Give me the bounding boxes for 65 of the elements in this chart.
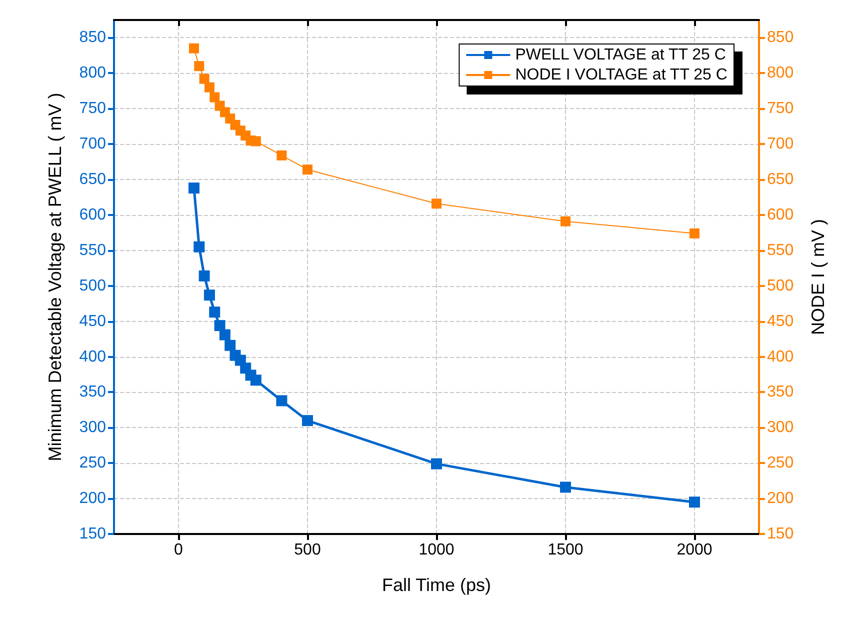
point xyxy=(560,482,571,493)
point xyxy=(302,164,312,175)
legend-label: PWELL VOLTAGE at TT 25 C xyxy=(515,46,726,64)
y2-tick-label: 750 xyxy=(767,100,794,118)
y-tick-label: 850 xyxy=(79,29,106,46)
y2-tick-label: 500 xyxy=(767,277,794,294)
y2-tick-label: 400 xyxy=(767,348,794,366)
point xyxy=(276,395,288,406)
y2-tick-label: 300 xyxy=(767,419,794,436)
y2-tick-label: 250 xyxy=(767,454,794,472)
point xyxy=(432,198,442,209)
y-axis-title: Minimum Detectable Voltage at PWELL ( mV ) xyxy=(45,92,65,462)
y2-tick-label: 350 xyxy=(767,384,794,401)
x-tick-label: 0 xyxy=(174,542,184,558)
y-tick-label: 300 xyxy=(79,419,106,436)
y2-tick-label: 150 xyxy=(767,526,794,542)
y2-tick-label: 700 xyxy=(767,136,794,153)
y-tick-label: 400 xyxy=(79,348,106,366)
point xyxy=(214,320,226,332)
point xyxy=(431,458,442,470)
x-tick-label: 500 xyxy=(294,542,321,558)
point xyxy=(198,270,210,282)
point xyxy=(219,329,230,340)
y-tick-label: 750 xyxy=(79,100,106,118)
point xyxy=(209,306,220,318)
point xyxy=(250,136,261,146)
x-tick-label: 2000 xyxy=(676,542,712,558)
point xyxy=(210,92,220,102)
x-axis-title: Fall Time (ps) xyxy=(382,575,492,595)
point xyxy=(188,43,199,54)
y2-tick-label: 550 xyxy=(767,242,794,259)
y2-axis-title: NODE I ( mV ) xyxy=(808,219,828,335)
y-tick-label: 450 xyxy=(79,312,106,330)
y-tick-label: 150 xyxy=(79,526,106,542)
point xyxy=(194,61,204,72)
point xyxy=(224,340,236,351)
y-tick-label: 350 xyxy=(79,384,106,401)
y-tick-label: 700 xyxy=(79,136,106,153)
point xyxy=(276,150,287,160)
y2-tick-label: 450 xyxy=(767,312,794,330)
point xyxy=(199,74,210,84)
y2-tick-label: 650 xyxy=(767,171,794,188)
y2-tick-label: 200 xyxy=(767,490,794,508)
y-tick-label: 600 xyxy=(79,206,106,224)
point xyxy=(689,496,700,508)
y-tick-label: 800 xyxy=(79,64,106,82)
y2-tick-label: 850 xyxy=(767,29,794,46)
y-tick-label: 200 xyxy=(79,490,106,508)
point xyxy=(302,415,313,426)
point xyxy=(204,290,215,301)
point xyxy=(690,228,700,238)
legend-label: NODE I VOLTAGE at TT 25 C xyxy=(515,66,728,84)
point xyxy=(194,241,205,252)
y-tick-label: 250 xyxy=(79,454,106,472)
point xyxy=(560,216,570,226)
x-tick-label: 1000 xyxy=(418,542,454,558)
x-tick-label: 1500 xyxy=(548,542,584,558)
y2-tick-label: 800 xyxy=(767,64,794,82)
point xyxy=(188,182,200,194)
y-tick-label: 650 xyxy=(79,171,106,188)
y2-tick-label: 600 xyxy=(767,206,794,224)
point xyxy=(250,374,262,386)
y-tick-label: 500 xyxy=(79,277,106,294)
point xyxy=(204,82,214,92)
y-tick-label: 550 xyxy=(79,242,106,259)
